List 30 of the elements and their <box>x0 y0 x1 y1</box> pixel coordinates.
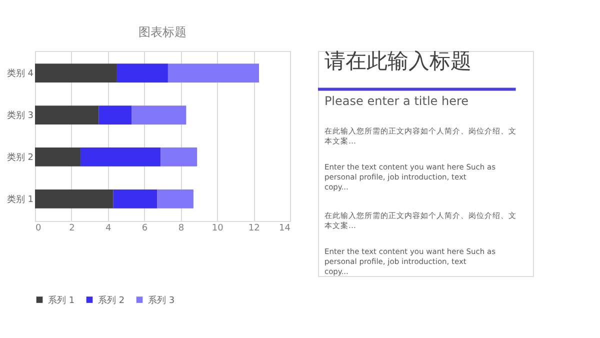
y-tick-label: 类别 4 <box>6 68 34 80</box>
bar <box>113 190 158 208</box>
x-tick-label: 14 <box>279 224 291 234</box>
text: 请在此输入标题 <box>324 49 472 73</box>
bar <box>35 190 114 208</box>
chart-title: 图表标题 <box>138 25 186 39</box>
bar <box>98 106 132 124</box>
bar <box>80 148 161 166</box>
y-tick-label: 类别 3 <box>6 110 34 122</box>
legend-label: 系列 1 <box>48 294 75 306</box>
text: Please enter a title here <box>324 94 469 108</box>
x-tick-label: 12 <box>248 224 260 234</box>
y-tick-label: 类别 2 <box>6 152 34 163</box>
bar <box>35 106 99 124</box>
bar <box>132 106 186 124</box>
y-tick-label: 类别 1 <box>6 194 34 205</box>
bar <box>35 64 117 82</box>
bar <box>157 190 194 208</box>
x-tick-label: 4 <box>105 224 112 234</box>
x-tick-label: 0 <box>36 224 42 234</box>
legend-label: 系列 3 <box>148 294 175 306</box>
x-tick-label: 10 <box>212 224 224 234</box>
bar <box>160 148 198 166</box>
x-tick-label: 8 <box>178 224 184 234</box>
bar <box>168 64 260 82</box>
bar <box>35 148 81 166</box>
x-tick-label: 6 <box>142 224 148 234</box>
x-tick-label: 2 <box>69 224 75 234</box>
bar <box>116 64 168 82</box>
legend-label: 系列 2 <box>98 294 125 306</box>
